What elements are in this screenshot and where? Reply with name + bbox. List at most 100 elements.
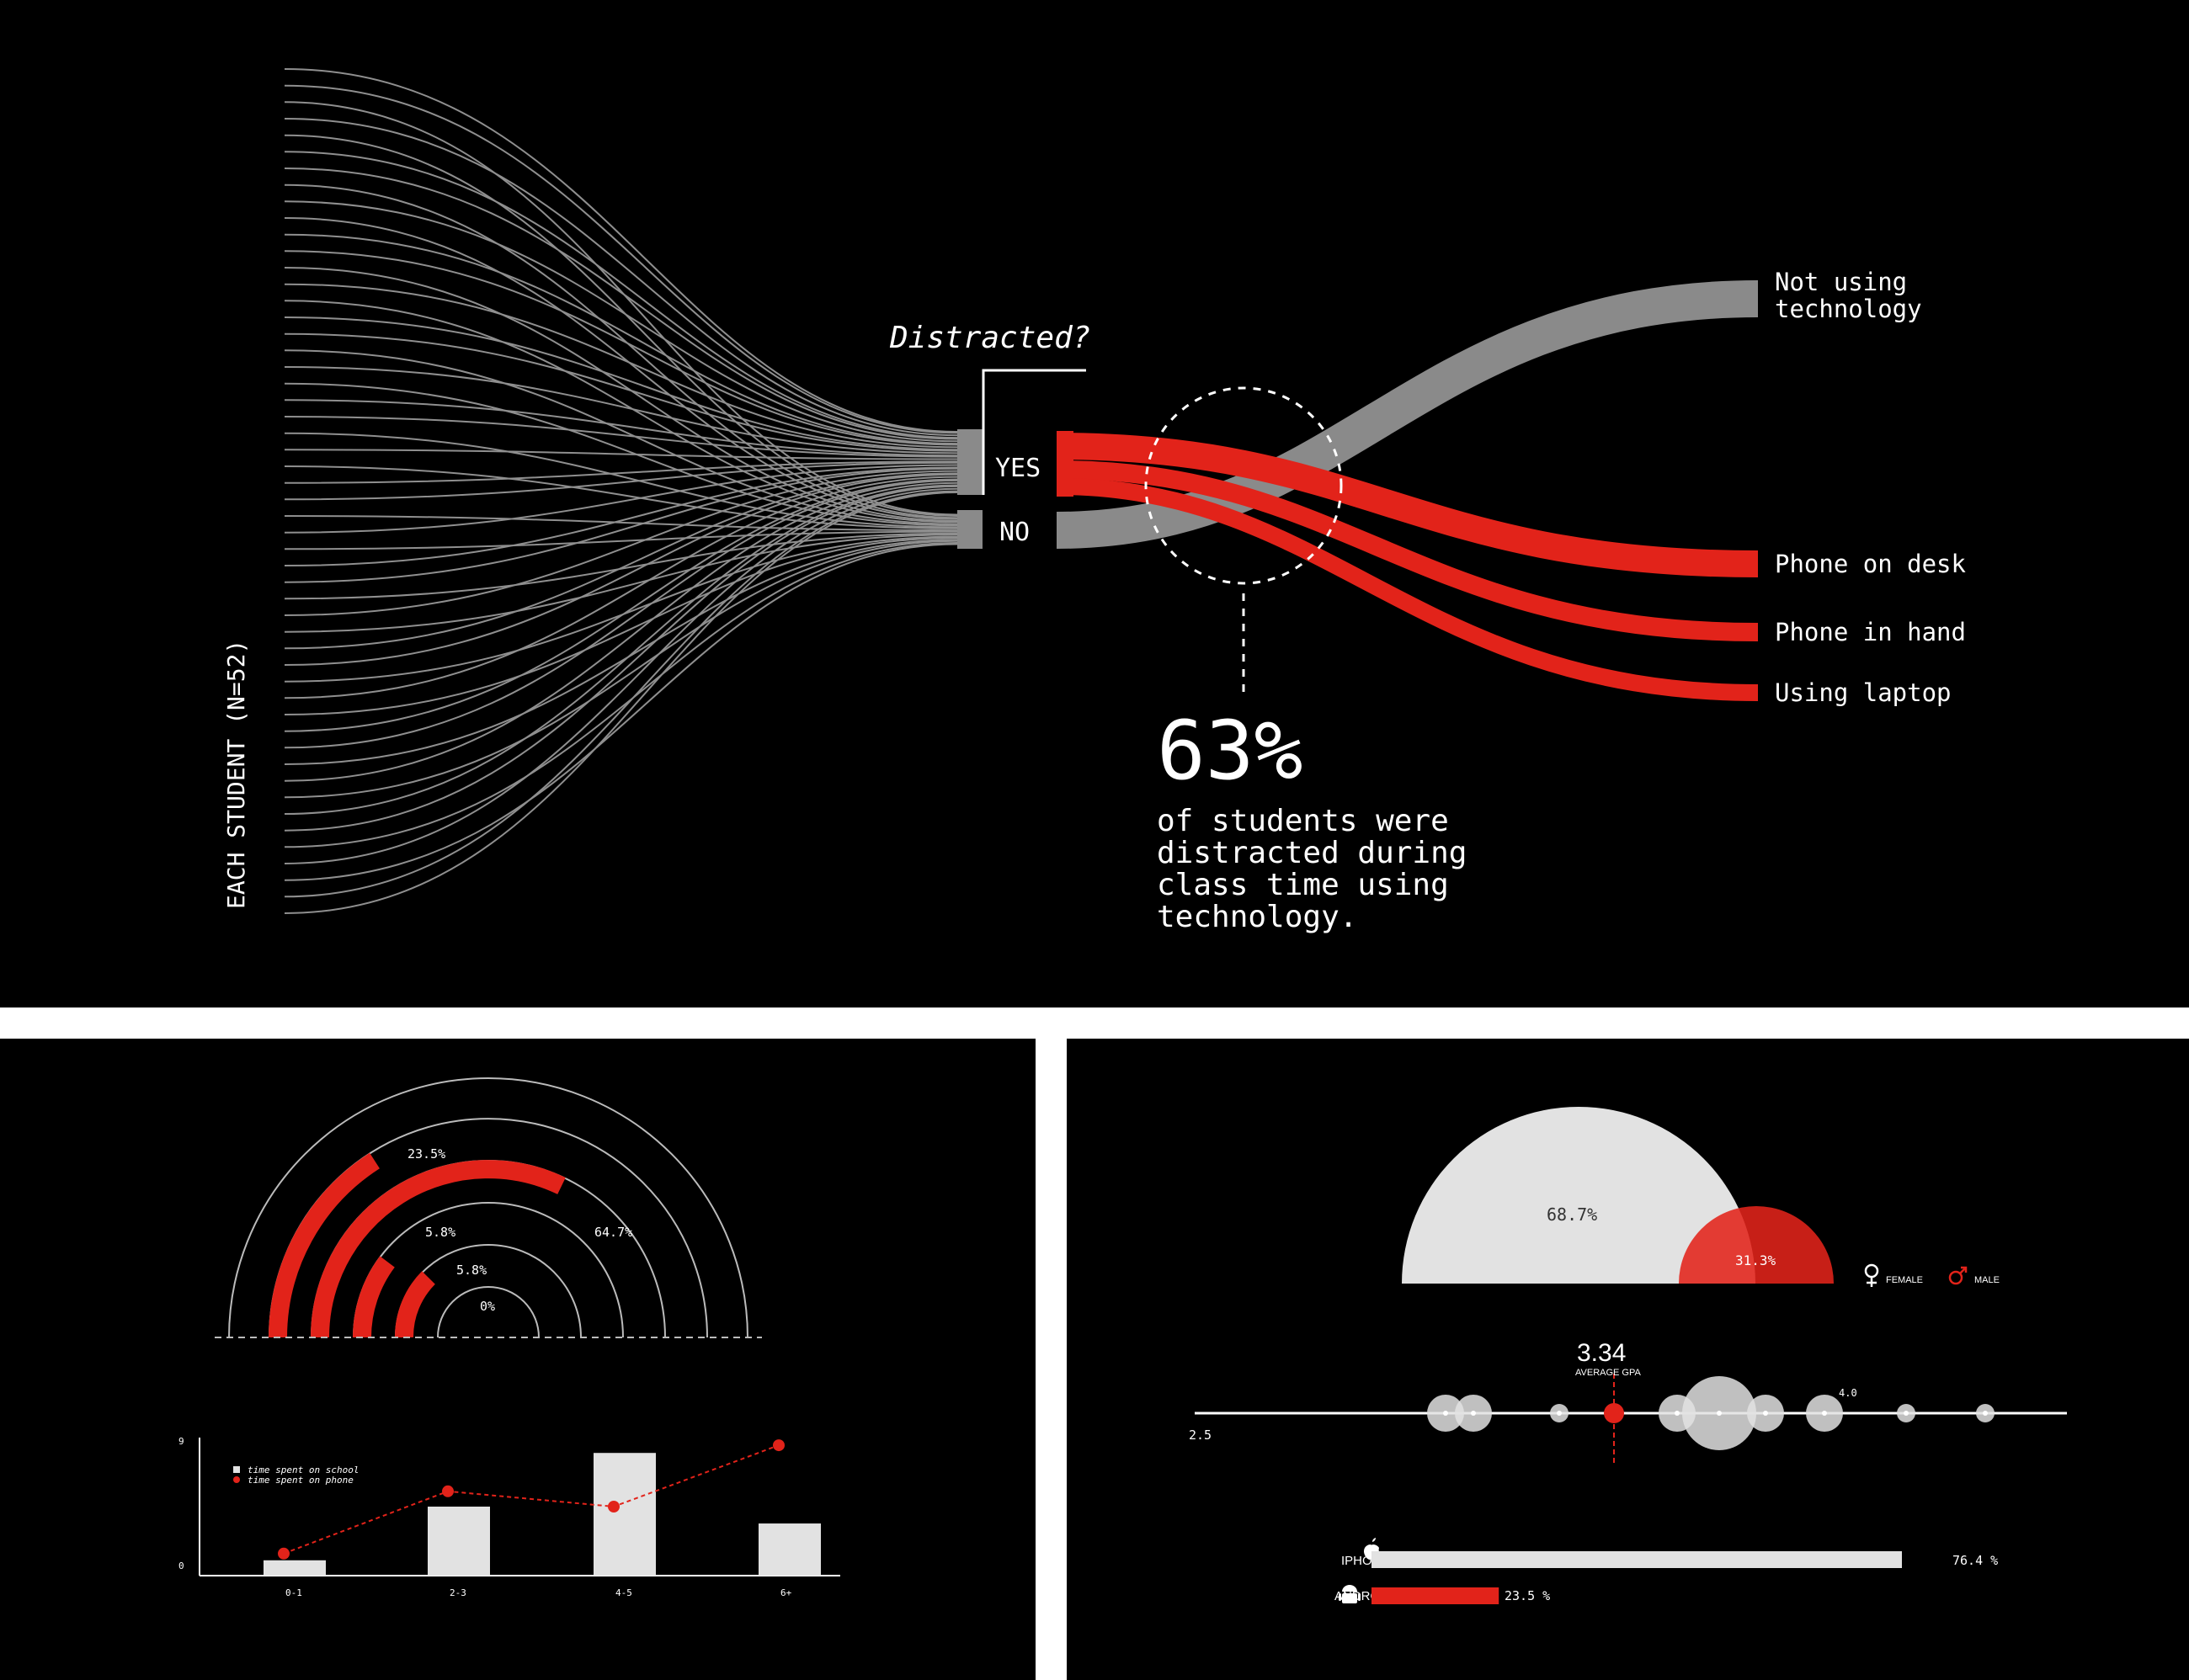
radial-label: 64.7% <box>594 1225 632 1240</box>
question-bracket <box>982 369 1086 495</box>
iphone-value: 76.4 % <box>1952 1553 1998 1568</box>
gpa-bubbles <box>1427 1376 1995 1450</box>
radial-label: 5.8% <box>425 1225 455 1240</box>
student-line <box>284 481 958 782</box>
student-line <box>284 84 958 434</box>
student-line <box>284 539 958 765</box>
student-line <box>284 478 958 732</box>
student-line <box>284 470 958 616</box>
legend-phone: time spent on phone <box>248 1475 354 1486</box>
gpa-dot <box>1822 1411 1827 1416</box>
phone-point <box>442 1485 454 1497</box>
demographic-charts: 68.7% 31.3% FEMALE MALE 3.34 AVERAGE GPA… <box>1189 1107 2067 1604</box>
stat-value: 63% <box>1157 704 1302 798</box>
legend-school: time spent on school <box>248 1465 359 1475</box>
bar-group <box>264 1453 821 1576</box>
student-line <box>284 534 958 633</box>
student-line <box>284 530 958 550</box>
android-value: 23.5 % <box>1505 1588 1550 1603</box>
yes-out-block <box>1057 431 1073 497</box>
android-icon <box>1339 1585 1361 1603</box>
flow-chart: Distracted? YES NO Not using technology … <box>222 68 1967 934</box>
flow-not-using <box>1056 280 1759 549</box>
school-bar <box>759 1523 821 1576</box>
left-axis-label: EACH STUDENT (N=52) <box>222 640 250 909</box>
student-line <box>284 183 958 519</box>
phone-point <box>278 1547 290 1560</box>
time-panel: 23.5% 64.7% 5.8% 5.8% 0% 9 0 0-1 2-3 4-5 6+… <box>0 1039 1036 1680</box>
stat-line: of students were <box>1157 804 1449 838</box>
student-line <box>284 464 958 534</box>
phone-line <box>278 1439 785 1560</box>
student-line <box>284 487 958 864</box>
gpa-dot <box>1675 1411 1680 1416</box>
gpa-dot <box>1443 1411 1448 1416</box>
stat-line: distracted during <box>1157 836 1467 870</box>
gpa-dot <box>1983 1411 1988 1416</box>
gpa-dot <box>1557 1411 1562 1416</box>
female-value: 68.7% <box>1547 1204 1597 1225</box>
female-semicircle <box>1402 1107 1755 1284</box>
legend-phone-swatch <box>233 1476 240 1483</box>
legend-female: FEMALE <box>1886 1275 1923 1285</box>
flow-phone-in-hand <box>1056 460 1759 641</box>
student-line <box>284 167 958 440</box>
female-icon <box>1864 1263 1879 1279</box>
outcome-label: Not using <box>1775 268 1907 296</box>
flow-phone-on-desk <box>1056 433 1759 577</box>
x-tick: 6+ <box>780 1587 792 1598</box>
student-line <box>284 485 958 832</box>
outcome-label: technology <box>1775 295 1922 323</box>
student-line <box>284 416 958 458</box>
question-label: Distracted? <box>889 321 1090 355</box>
no-label: NO <box>999 518 1030 547</box>
outcome-label: Using laptop <box>1775 678 1952 707</box>
student-line <box>284 492 958 914</box>
student-line <box>284 200 958 443</box>
student-lines <box>284 68 958 914</box>
student-line <box>284 316 958 451</box>
no-node <box>957 510 983 549</box>
outcome-label: Phone on desk <box>1775 550 1967 578</box>
y-tick: 0 <box>178 1560 184 1571</box>
student-line <box>284 473 958 666</box>
male-icon-head <box>1961 1266 1968 1273</box>
school-bar <box>594 1453 656 1576</box>
radial-bars <box>269 1152 566 1338</box>
student-line <box>284 543 958 881</box>
time-charts: 23.5% 64.7% 5.8% 5.8% 0% 9 0 0-1 2-3 4-5 6+… <box>178 1077 840 1598</box>
gpa-average-label: AVERAGE GPA <box>1575 1368 1642 1378</box>
legend-male: MALE <box>1974 1275 2000 1285</box>
school-bar <box>264 1560 326 1576</box>
radial-label: 5.8% <box>456 1263 487 1278</box>
phone-point <box>608 1501 620 1513</box>
student-line <box>284 460 958 484</box>
gpa-average: 3.34 <box>1577 1339 1626 1367</box>
student-line <box>284 467 958 583</box>
student-line <box>284 465 958 529</box>
phone-trend <box>283 1444 780 1555</box>
student-line <box>284 449 958 460</box>
x-tick: 4-5 <box>615 1587 632 1598</box>
student-line <box>284 537 958 715</box>
male-icon <box>1948 1270 1963 1285</box>
student-line <box>284 535 958 683</box>
y-tick: 9 <box>178 1436 184 1447</box>
student-line <box>284 490 958 898</box>
yes-label: YES <box>995 454 1041 483</box>
flow-panel: Distracted? YES NO Not using technology … <box>0 0 2189 1007</box>
flow-using-laptop <box>1056 478 1759 701</box>
gpa-max-label: 4.0 <box>1839 1387 1857 1399</box>
student-line <box>284 283 958 449</box>
iphone-bar <box>1371 1551 1902 1568</box>
yes-node <box>957 429 983 495</box>
school-bar <box>428 1507 490 1576</box>
bar-x-ticks: 0-1 2-3 4-5 6+ <box>285 1587 792 1598</box>
student-line <box>284 134 958 517</box>
student-line <box>284 532 958 600</box>
callout-circle <box>1144 386 1343 585</box>
radial-bar <box>353 1256 395 1338</box>
student-line <box>284 466 958 566</box>
gpa-average-marker <box>1604 1403 1624 1423</box>
radial-bar <box>269 1152 380 1338</box>
